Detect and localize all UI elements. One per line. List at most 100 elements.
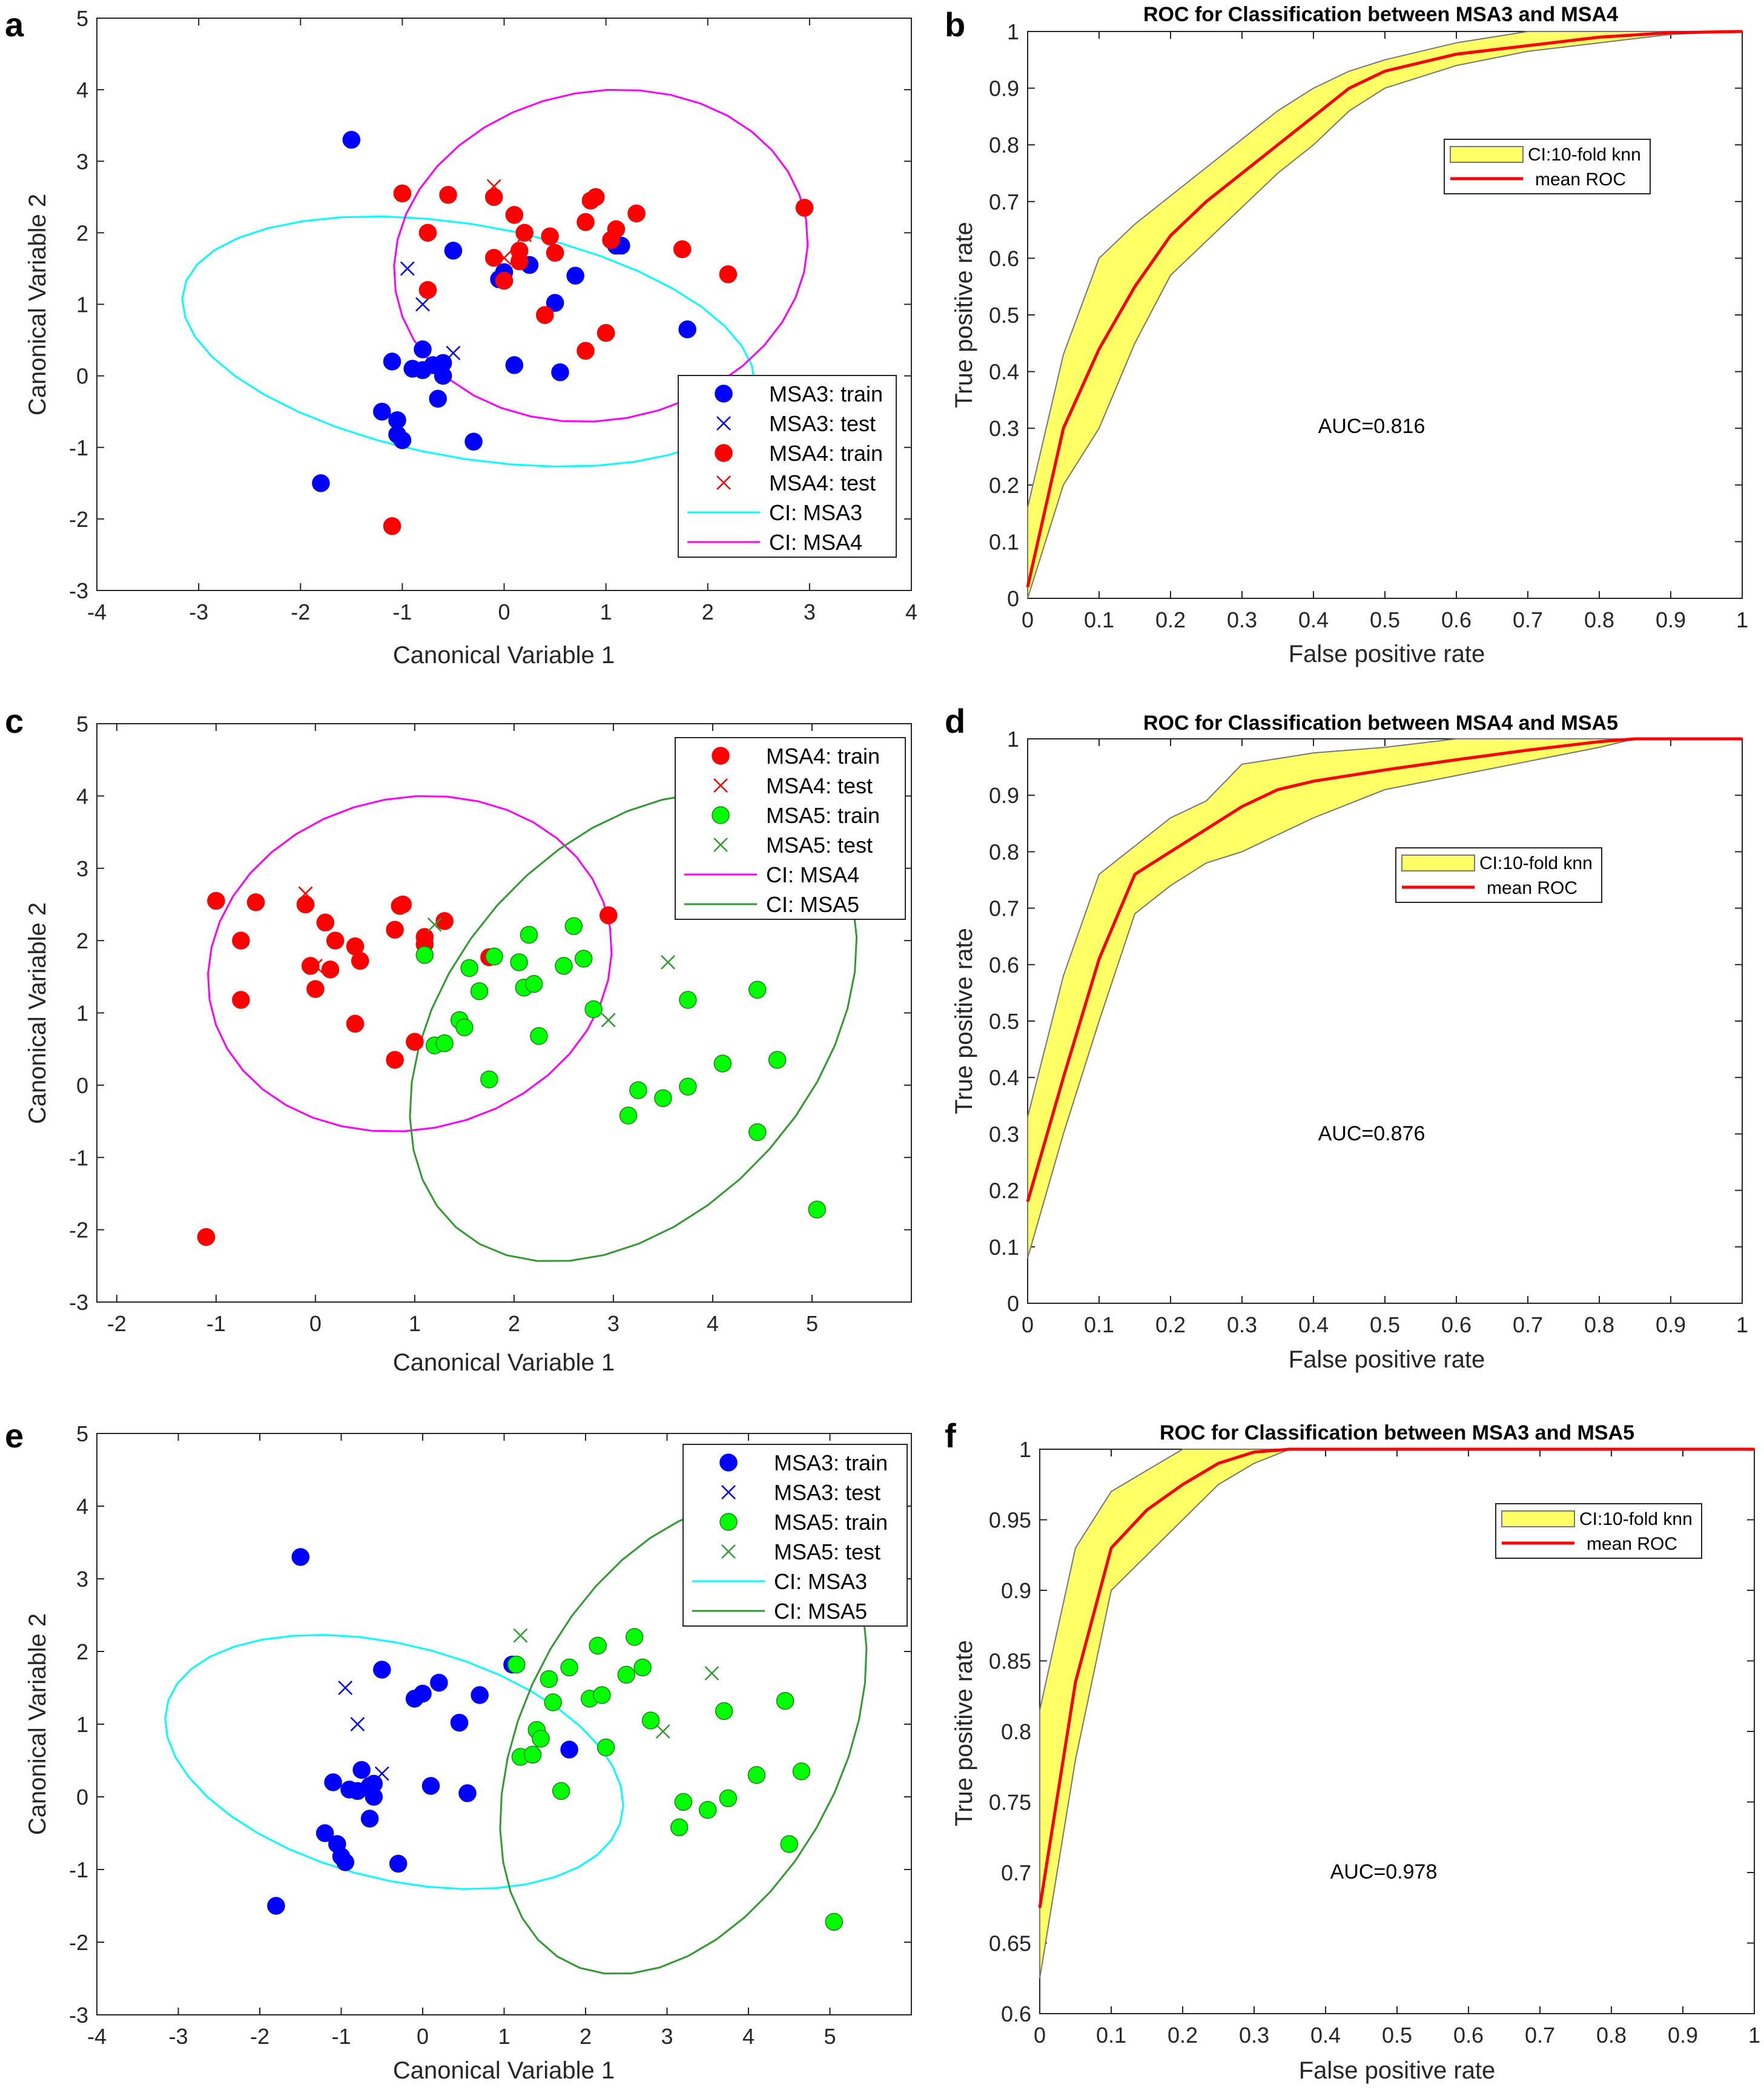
x-tick-label: 0.7 [1513, 607, 1543, 632]
y-tick-label: 1 [76, 293, 88, 317]
data-point [792, 1762, 811, 1780]
x-tick-label: -2 [250, 2024, 269, 2049]
x-tick-label: 0.9 [1656, 607, 1686, 632]
legend-label: MSA3: train [769, 382, 883, 406]
data-point [566, 266, 584, 285]
test-marker [497, 250, 512, 265]
data-point [324, 1773, 342, 1791]
mean-roc-line [1038, 1447, 1754, 1908]
y-tick-label: 0 [1007, 586, 1019, 611]
ci-ellipse [181, 215, 756, 468]
y-tick-label: 3 [76, 1567, 88, 1592]
legend-box [675, 737, 906, 920]
y-axis-label: Canonical Variable 2 [24, 902, 51, 1124]
data-point [617, 1665, 635, 1684]
data-point [360, 1810, 379, 1828]
data-point [505, 206, 524, 224]
data-point [780, 1835, 798, 1853]
data-point [316, 913, 335, 932]
x-tick-label: 0.6 [1441, 1312, 1472, 1337]
x-tick-label: 0.4 [1310, 2023, 1341, 2048]
data-point [560, 1741, 578, 1759]
x-tick-label: 5 [824, 2024, 836, 2049]
test-marker [298, 886, 313, 901]
data-point [619, 1106, 638, 1125]
data-point [246, 893, 265, 911]
data-point [373, 1661, 391, 1679]
x-tick-label: 2 [580, 2024, 592, 2049]
data-point [312, 474, 330, 492]
data-point [232, 931, 250, 950]
data-point [291, 1548, 309, 1566]
y-tick-label: 1 [76, 1712, 88, 1737]
y-tick-label: 3 [76, 856, 88, 881]
legend-band-swatch [1401, 855, 1475, 871]
y-tick-label: -3 [69, 1290, 88, 1315]
y-tick-label: 2 [76, 220, 88, 245]
x-tick-label: 0 [1022, 1312, 1034, 1337]
test-marker [308, 959, 323, 973]
data-point [415, 946, 434, 964]
y-tick-label: 0.1 [989, 1235, 1019, 1260]
panel-label-e: e [5, 1417, 24, 1455]
data-point [625, 1628, 644, 1646]
y-tick-label: 1 [1019, 1437, 1031, 1462]
test-marker [517, 228, 532, 242]
legend-marker [712, 747, 730, 765]
y-tick-label: 0.7 [989, 896, 1019, 921]
ci-ellipse [393, 88, 809, 423]
x-tick-label: -2 [291, 600, 310, 624]
x-tick-label: 0.3 [1227, 607, 1257, 632]
data-point [429, 389, 447, 408]
data-point [560, 1658, 578, 1677]
x-tick-label: 0.2 [1155, 1312, 1186, 1337]
y-axis-label: True positive rate [951, 928, 977, 1114]
data-point [576, 342, 595, 360]
y-tick-label: 3 [76, 149, 88, 174]
data-point [458, 1784, 477, 1802]
y-tick-label: -1 [69, 1857, 88, 1882]
x-tick-label: 0.4 [1298, 607, 1329, 632]
data-point [393, 431, 412, 449]
x-tick-label: 1 [409, 1311, 421, 1336]
data-point [296, 895, 315, 914]
y-tick-label: 0.2 [989, 1179, 1019, 1203]
test-marker [338, 1681, 353, 1695]
y-tick-label: 0.85 [989, 1649, 1031, 1674]
legend-band-label: CI:10-fold knn [1579, 1509, 1693, 1529]
legend-marker [716, 475, 731, 490]
data-point [678, 320, 696, 339]
x-axis-label: False positive rate [1289, 641, 1485, 667]
test-marker [661, 955, 676, 970]
auc-annotation: AUC=0.876 [1318, 1122, 1425, 1145]
x-tick-label: 0.6 [1441, 607, 1472, 632]
data-point [455, 1018, 474, 1037]
x-tick-label: -3 [168, 2024, 188, 2049]
panel-label-c: c [5, 702, 24, 740]
data-point [530, 1027, 548, 1045]
legend-label: MSA5: test [774, 1539, 880, 1564]
data-point [301, 957, 320, 975]
y-tick-label: 0.1 [989, 529, 1019, 554]
data-point [674, 1793, 693, 1811]
y-tick-label: -3 [69, 2003, 88, 2028]
data-point [435, 912, 454, 930]
legend-label: MSA5: test [766, 833, 873, 858]
data-point [641, 1711, 660, 1730]
y-tick-label: 0.9 [989, 783, 1019, 808]
x-tick-label: 0.9 [1656, 1312, 1686, 1337]
x-axis-label: Canonical Variable 1 [393, 2057, 615, 2084]
data-point [352, 1760, 371, 1779]
test-marker [655, 1724, 670, 1739]
x-axis-label: False positive rate [1299, 2057, 1496, 2084]
test-marker [486, 179, 501, 194]
legend-marker [721, 1544, 736, 1559]
y-tick-label: 0.7 [1001, 1860, 1031, 1885]
y-tick-label: 0 [76, 1785, 88, 1810]
y-tick-label: 2 [76, 1639, 88, 1664]
legend-label: MSA5: train [766, 803, 880, 828]
panel-label-b: b [945, 5, 965, 44]
data-point [505, 356, 524, 374]
legend-label: MSA5: train [774, 1510, 888, 1535]
data-point [552, 1782, 570, 1800]
